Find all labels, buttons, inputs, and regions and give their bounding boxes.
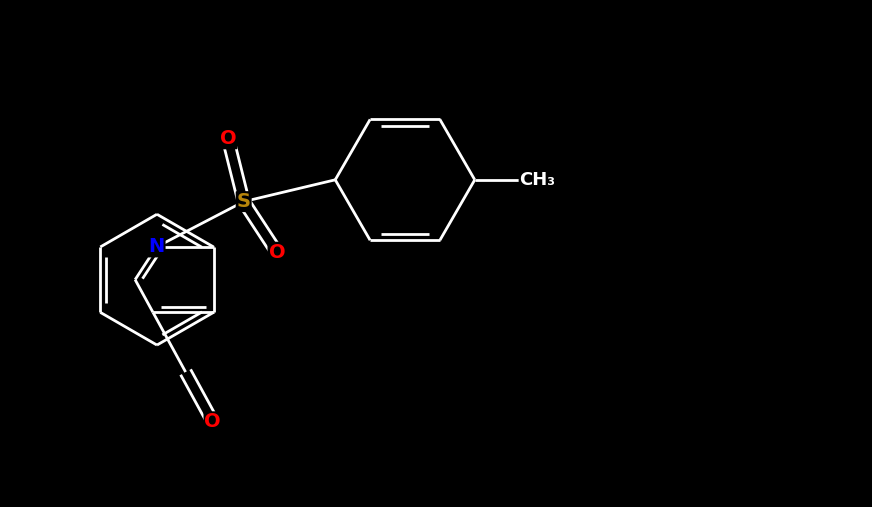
Text: CH₃: CH₃: [520, 171, 555, 189]
Text: O: O: [205, 412, 221, 431]
Text: O: O: [269, 243, 285, 262]
Text: S: S: [236, 192, 250, 211]
Text: O: O: [220, 129, 236, 149]
Text: N: N: [148, 237, 165, 257]
